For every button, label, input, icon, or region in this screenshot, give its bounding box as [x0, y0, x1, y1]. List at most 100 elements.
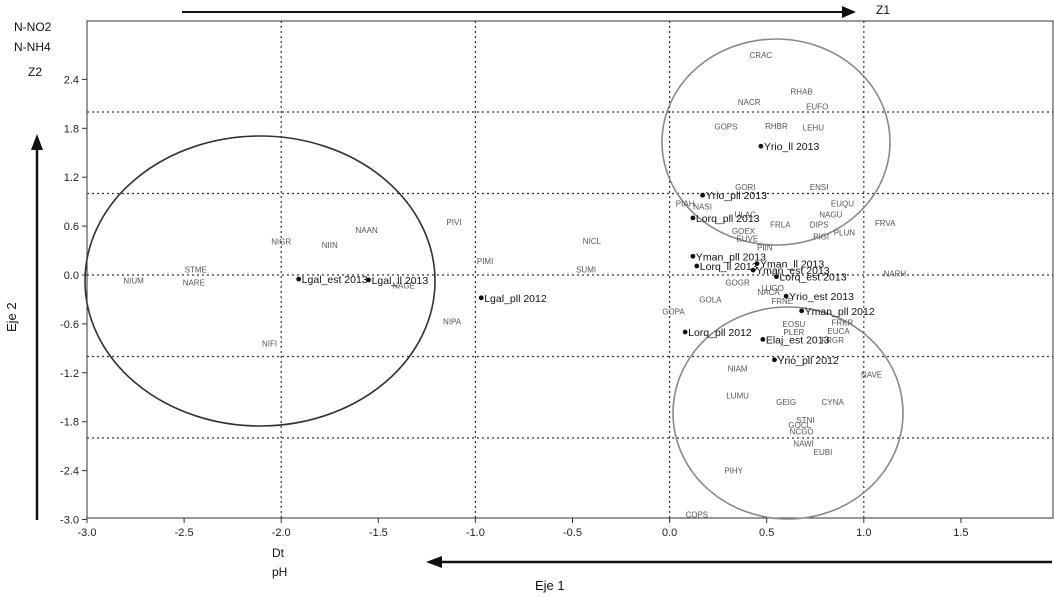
arrow-bottom-head: [426, 556, 442, 568]
species-label: NARH: [884, 269, 907, 278]
annotation-z1: Z1: [876, 3, 890, 17]
species-label: DIPS: [810, 220, 829, 229]
species-label: GOLA: [699, 295, 722, 304]
sample-label: Yman_pll 2013: [696, 251, 766, 263]
sample-label: Elaj_est 2013: [766, 334, 830, 346]
species-label: FRNE: [771, 297, 793, 306]
cluster-ellipse-left: [84, 135, 436, 427]
cluster-ellipse-top-right: [661, 38, 891, 246]
species-label: PIGI: [813, 233, 829, 242]
sample-label: Yrio_ll 2013: [764, 141, 820, 153]
sample-point: [758, 143, 764, 149]
species-label: STME: [185, 265, 207, 274]
species-label: PIIN: [757, 243, 773, 252]
y-tick-label: 2.4: [64, 74, 79, 86]
annotation-nnh4: N-NH4: [14, 40, 51, 54]
sample-label: Lorq_pll 2013: [696, 213, 760, 225]
x-tick-label: 0.0: [662, 527, 677, 539]
sample-label: Yman_ll 2013: [760, 259, 824, 271]
species-label: NACR: [738, 98, 761, 107]
species-label: EUCA: [827, 327, 850, 336]
sample-label: Yrio_est 2013: [789, 291, 854, 303]
plot-frame: [86, 20, 1054, 519]
y-tick-label: -1.2: [60, 368, 79, 380]
species-label: GOPA: [662, 308, 685, 317]
species-label: LUGO: [761, 284, 784, 293]
sample-point: [754, 261, 760, 266]
species-label: LUMU: [726, 392, 749, 401]
annotation-ph: pH: [272, 565, 287, 579]
species-label: PLUN: [834, 229, 856, 238]
x-tick-label: 0.5: [759, 527, 774, 539]
species-label: NCGO: [790, 427, 814, 436]
sample-point: [296, 276, 302, 282]
x-tick-label: -0.5: [563, 527, 582, 539]
sample-point: [799, 308, 805, 314]
species-label: EOSU: [783, 320, 806, 329]
annotation-nno2: N-NO2: [14, 20, 52, 34]
species-label: LEHU: [803, 123, 825, 132]
species-label: CYNA: [822, 398, 845, 407]
species-label: RHBR: [765, 122, 788, 131]
species-label: STNI: [796, 416, 814, 425]
species-label: PLER: [783, 328, 804, 337]
species-label: PIHY: [724, 467, 743, 476]
species-label: GOEX: [732, 227, 756, 236]
species-label: FRLA: [770, 220, 791, 229]
x-tick-label: -1.0: [466, 527, 485, 539]
species-label: NIGR: [271, 238, 291, 247]
species-label: EUVE: [736, 234, 758, 243]
species-label: NAVE: [861, 370, 882, 379]
species-label: NICL: [583, 237, 602, 246]
species-label: NARE: [183, 278, 205, 287]
y-axis-label: Eje 2: [4, 302, 19, 332]
species-label: EUQU: [831, 199, 854, 208]
x-tick-label: -1.5: [369, 527, 388, 539]
species-label: NIFI: [262, 339, 277, 348]
species-label: NIPA: [443, 317, 462, 326]
x-tick-label: -2.0: [272, 527, 291, 539]
species-label: NAGE: [392, 282, 415, 291]
sample-label: Lgal_est 2013: [302, 274, 368, 286]
annotation-z2: Z2: [28, 65, 42, 79]
x-tick-label: 1.0: [856, 527, 871, 539]
sample-label: Yman_est 2013: [756, 265, 830, 277]
sample-label: Lorq_pll 2012: [688, 327, 752, 339]
species-label: NIAM: [728, 365, 748, 374]
sample-point: [690, 215, 696, 221]
arrow-top-head: [842, 6, 856, 18]
sample-point: [366, 277, 371, 283]
species-label: FRGR: [821, 336, 844, 345]
sample-label: Lgal_pll 2012: [484, 293, 547, 305]
species-label: NAAN: [356, 226, 378, 235]
species-label: PIMI: [477, 257, 493, 266]
species-label: NAWI: [793, 440, 814, 449]
species-label: NASI: [693, 203, 712, 212]
sample-label: Yrio_pll 2013: [706, 190, 767, 202]
y-tick-label: -0.6: [60, 319, 79, 331]
sample-point: [760, 336, 766, 342]
y-tick-label: -2.4: [60, 466, 79, 478]
species-label: EUFO: [806, 102, 828, 111]
species-label: FRKR: [832, 318, 854, 327]
x-axis-label: Eje 1: [535, 578, 565, 593]
species-label: RHAB: [791, 88, 813, 97]
x-tick-label: 1.5: [953, 527, 968, 539]
sample-label: Yman_pll 2012: [805, 306, 875, 318]
y-tick-label: -3.0: [60, 515, 79, 527]
species-label: GOPS: [714, 123, 737, 132]
species-label: NACA: [758, 288, 781, 297]
sample-point: [690, 253, 696, 259]
species-label: PIAH: [676, 199, 695, 208]
species-label: CRAC: [750, 51, 773, 60]
x-tick-label: -3.0: [78, 527, 97, 539]
cluster-ellipse-bottom-right: [672, 306, 904, 520]
species-label: GOGR: [725, 278, 750, 287]
sample-label: Lgal_ll 2013: [372, 275, 429, 287]
y-tick-label: -1.8: [60, 417, 79, 429]
species-label: SUMI: [576, 265, 596, 274]
y-tick-label: 1.2: [64, 172, 79, 184]
species-label: NAGU: [819, 211, 842, 220]
species-label: NIUM: [123, 277, 144, 286]
